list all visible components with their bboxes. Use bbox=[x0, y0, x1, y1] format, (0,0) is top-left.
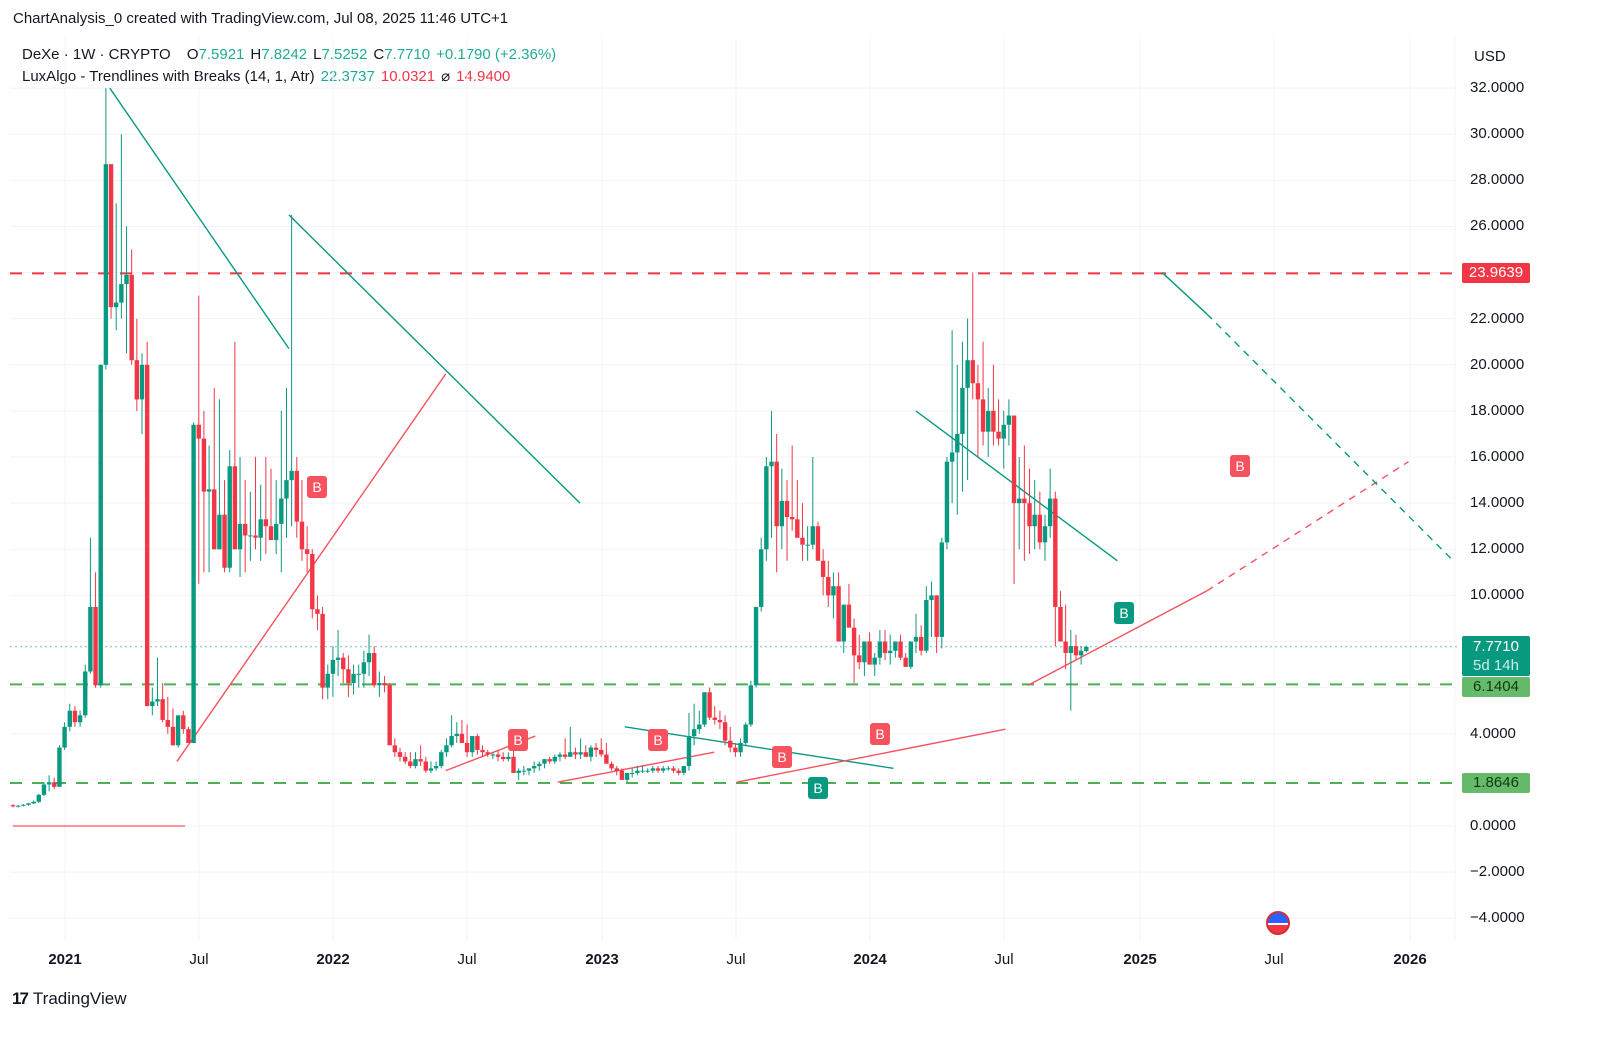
price-tick: 0.0000 bbox=[1470, 817, 1516, 834]
time-tick: Jul bbox=[726, 951, 746, 968]
support-lower-badge: 1.8646 bbox=[1462, 773, 1530, 793]
indicator-value-slope: 14.9400 bbox=[456, 68, 511, 85]
close-value: 7.7710 bbox=[384, 46, 431, 63]
break-down-marker[interactable]: B bbox=[307, 476, 327, 498]
grid-lines bbox=[10, 38, 1456, 940]
indicator-label[interactable]: LuxAlgo - Trendlines with Breaks (14, 1,… bbox=[22, 68, 315, 85]
change-value: +0.1790 (+2.36%) bbox=[436, 46, 557, 63]
bar-countdown: 5d 14h bbox=[1473, 657, 1519, 674]
price-tick: 20.0000 bbox=[1470, 355, 1525, 373]
price-tick: −2.0000 bbox=[1470, 863, 1525, 881]
time-tick: 2026 bbox=[1393, 951, 1427, 968]
last-price-value: 7.7710 bbox=[1473, 638, 1519, 655]
indicator-legend-row: LuxAlgo - Trendlines with Breaks (14, 1,… bbox=[22, 66, 556, 88]
high-label: H bbox=[250, 46, 262, 63]
break-down-marker[interactable]: B bbox=[508, 729, 528, 751]
break-down-marker[interactable]: B bbox=[772, 746, 792, 768]
break-up-marker[interactable]: B bbox=[808, 777, 828, 799]
candlesticks bbox=[10, 88, 1089, 808]
price-tick: 16.0000 bbox=[1470, 448, 1525, 466]
price-tick: 22.0000 bbox=[1470, 309, 1525, 327]
price-tick: 32.0000 bbox=[1470, 79, 1525, 97]
tradingview-brand-text: TradingView bbox=[32, 989, 127, 1008]
symbol-label[interactable]: DeXe · 1W · CRYPTO bbox=[22, 46, 171, 63]
time-tick: Jul bbox=[1264, 951, 1284, 968]
time-tick: Jul bbox=[994, 951, 1014, 968]
price-tick: 4.0000 bbox=[1470, 724, 1516, 742]
us-flag-event-icon[interactable] bbox=[1266, 911, 1290, 935]
tradingview-branding[interactable]: 17 TradingView bbox=[12, 989, 126, 1009]
break-down-marker[interactable]: B bbox=[648, 729, 668, 751]
time-tick: 2021 bbox=[48, 951, 82, 968]
price-tick: 18.0000 bbox=[1470, 401, 1525, 419]
slope-icon: ⌀ bbox=[441, 68, 451, 85]
horizontal-levels bbox=[10, 272, 1458, 827]
break-down-marker[interactable]: B bbox=[1230, 455, 1250, 477]
close-label: C bbox=[373, 46, 385, 63]
time-tick: 2022 bbox=[316, 951, 350, 968]
time-tick: 2025 bbox=[1123, 951, 1157, 968]
time-tick: 2024 bbox=[853, 951, 887, 968]
indicator-value-lower: 10.0321 bbox=[380, 68, 436, 85]
time-tick: Jul bbox=[457, 951, 477, 968]
open-label: O bbox=[186, 46, 199, 63]
support-upper-badge: 6.1404 bbox=[1462, 677, 1530, 697]
break-down-marker[interactable]: B bbox=[870, 723, 890, 745]
price-tick: 10.0000 bbox=[1470, 586, 1525, 604]
tradingview-logo-icon: 17 bbox=[12, 989, 29, 1008]
resistance-price-badge: 23.9639 bbox=[1462, 263, 1530, 283]
price-tick: 26.0000 bbox=[1470, 217, 1525, 235]
indicator-value-upper: 22.3737 bbox=[320, 68, 375, 85]
symbol-legend-row: DeXe · 1W · CRYPTO O 7.5921 H 7.8242 L 7.52… bbox=[22, 44, 556, 66]
chart-attribution: ChartAnalysis_0 created with TradingView… bbox=[13, 10, 509, 27]
chart-legend: DeXe · 1W · CRYPTO O 7.5921 H 7.8242 L 7.52… bbox=[22, 44, 556, 88]
trendlines bbox=[109, 87, 1454, 783]
price-tick: 28.0000 bbox=[1470, 171, 1525, 189]
last-price-badge: 7.7710 5d 14h bbox=[1462, 636, 1530, 676]
price-tick: −4.0000 bbox=[1470, 909, 1525, 927]
time-tick: 2023 bbox=[585, 951, 619, 968]
price-tick: 14.0000 bbox=[1470, 494, 1525, 512]
time-tick: Jul bbox=[189, 951, 209, 968]
low-label: L bbox=[313, 46, 322, 63]
high-value: 7.8242 bbox=[261, 46, 308, 63]
price-tick: 12.0000 bbox=[1470, 540, 1525, 558]
currency-label[interactable]: USD bbox=[1474, 48, 1506, 65]
break-up-marker[interactable]: B bbox=[1114, 602, 1134, 624]
open-value: 7.5921 bbox=[198, 46, 245, 63]
price-tick: 30.0000 bbox=[1470, 125, 1525, 143]
